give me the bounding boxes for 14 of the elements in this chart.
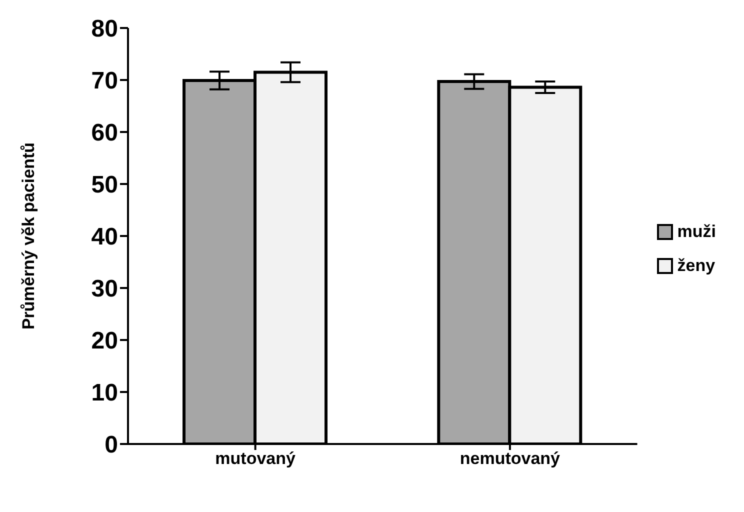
y-tick-label: 30 [91, 276, 118, 303]
legend-label: muži [677, 222, 716, 242]
x-tick-label: nemutovaný [460, 449, 561, 468]
y-tick-label: 80 [91, 16, 118, 43]
y-tick-label: 0 [104, 432, 118, 459]
y-tick-label: 10 [91, 380, 118, 407]
y-axis-title: Průměrný věk pacientů [19, 142, 38, 330]
y-tick-label: 20 [91, 328, 118, 355]
x-tick-label: mutovaný [215, 449, 296, 468]
y-tick-label: 60 [91, 120, 118, 147]
y-tick-label: 50 [91, 172, 118, 199]
y-tick-label: 40 [91, 224, 118, 251]
y-tick-label: 70 [91, 68, 118, 95]
legend-label: ženy [677, 256, 716, 276]
